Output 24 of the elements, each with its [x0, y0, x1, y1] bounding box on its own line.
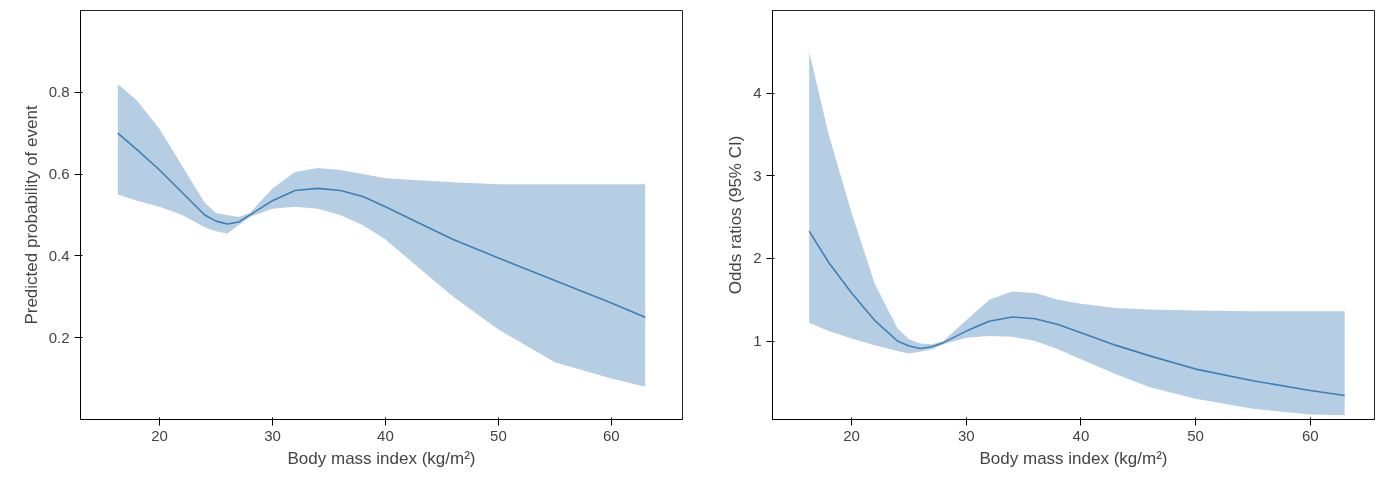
x-axis-title: Body mass index (kg/m²) — [979, 448, 1168, 468]
x-tick-label: 40 — [1072, 426, 1090, 444]
line-series — [116, 132, 647, 319]
y-axis-title: Odds ratios (95% CI) — [726, 135, 746, 295]
x-tick-label: 40 — [377, 426, 394, 444]
x-tick-label: 20 — [843, 426, 860, 444]
y-tick-label: 0.6 — [48, 165, 70, 183]
y-tick-label: 0.4 — [48, 246, 70, 264]
x-tick-label: 60 — [603, 426, 620, 444]
y-tick-label: 3 — [753, 166, 762, 184]
x-tick-label: 50 — [490, 426, 507, 444]
y-tick-label: 1 — [753, 332, 762, 350]
x-tick-label: 20 — [151, 426, 168, 444]
y-axis-title: Predicted probability of event — [21, 105, 41, 325]
y-tick-label: 4 — [753, 84, 762, 102]
x-tick-label: 30 — [264, 426, 281, 444]
line-series — [808, 230, 1346, 397]
x-tick-label: 60 — [1301, 426, 1319, 444]
x-tick-label: 30 — [957, 426, 975, 444]
y-tick-label: 2 — [753, 249, 762, 267]
y-tick-label: 0.8 — [48, 83, 70, 101]
x-tick-label: 50 — [1187, 426, 1204, 444]
y-tick-label: 0.2 — [48, 328, 70, 346]
x-axis-title: Body mass index (kg/m²) — [287, 448, 476, 468]
